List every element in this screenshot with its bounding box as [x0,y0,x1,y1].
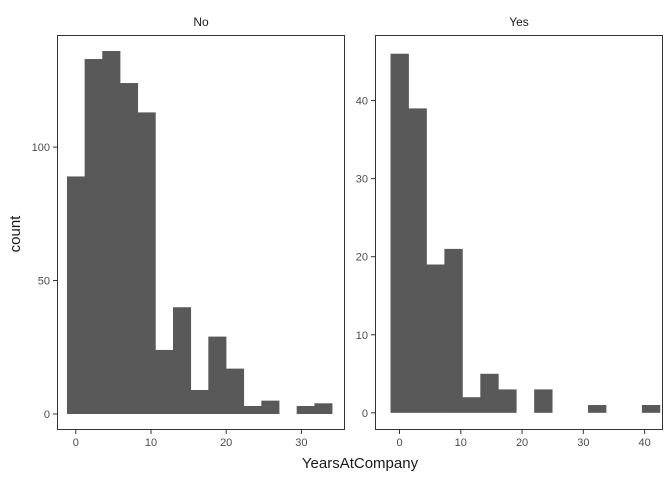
y-tick-label: 40 [356,96,368,108]
panel-border [57,35,345,430]
histogram-bar [261,400,280,414]
histogram-bar [137,112,156,414]
facet-panel-no: No 0 10 20 30 0 50 100 [32,15,345,449]
histogram-bar [296,405,315,414]
histogram-bar [444,248,463,413]
facet-strip-label: No [193,15,209,29]
panel-border [375,35,663,430]
histogram-bar [390,53,409,413]
x-tick-label: 10 [455,437,467,449]
x-tick-label: 20 [220,437,232,449]
histogram-bar [588,405,607,413]
y-tick-label: 0 [44,409,50,421]
histogram-bar [102,51,121,414]
histogram-bar [119,83,139,414]
x-tick-label: 0 [73,437,79,449]
x-axis-title: YearsAtCompany [302,455,419,472]
x-tick-label: 10 [145,437,157,449]
y-tick-label: 10 [356,330,368,342]
histogram-bar [408,108,427,413]
histogram-bar [243,405,262,414]
histogram-bar [172,307,192,414]
x-tick-label: 0 [396,437,402,449]
y-tick-label: 30 [356,174,368,186]
x-tick-label: 30 [577,437,589,449]
histogram-bar [314,403,333,414]
histogram-bar [641,405,661,413]
histogram-bar [426,264,445,413]
histogram-bar [208,336,227,414]
histogram-bar [84,59,103,414]
y-tick-label: 0 [362,408,368,420]
x-tick-label: 30 [295,437,307,449]
histogram-bar [480,373,499,413]
facet-panel-yes: Yes 0 10 20 30 40 0 10 20 30 40 [356,15,663,449]
histogram-bar [66,176,86,414]
x-tick-label: 40 [638,437,650,449]
x-tick-label: 20 [516,437,528,449]
y-tick-label: 20 [356,252,368,264]
y-tick-label: 100 [32,142,50,154]
histogram-bar [155,349,174,414]
facet-strip-label: Yes [509,15,529,29]
histogram-bar [498,389,517,413]
facet-panels: No 0 10 20 30 0 50 100 Yes 0 10 20 30 40 0 10 20 30 40 [32,15,663,449]
histogram-bar [534,389,553,413]
y-axis-title: count [7,215,24,253]
histogram-bar [190,389,209,414]
y-tick-label: 50 [38,276,50,288]
histogram-bar [462,397,481,413]
histogram-bar [226,368,245,414]
